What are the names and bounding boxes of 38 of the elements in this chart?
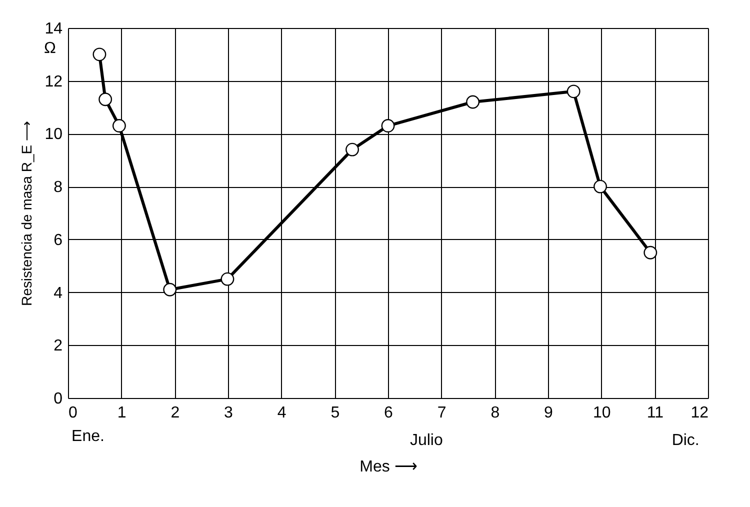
point [98, 92, 112, 106]
point [566, 84, 580, 98]
y-tick-label: 0 [54, 390, 63, 408]
x-tick-label: 10 [592, 404, 611, 422]
x-tick-label: 4 [277, 404, 286, 422]
point [381, 119, 395, 132]
x-tick-label: 5 [330, 404, 340, 422]
x-tick-label: 1 [117, 404, 126, 422]
text: Ene. [72, 428, 104, 445]
text: Julio [410, 432, 443, 449]
x-tick-label: 6 [384, 404, 394, 422]
x-tick-label: 8 [490, 404, 500, 422]
y-tick-label: 8 [54, 179, 63, 196]
y-tick-label: 4 [54, 284, 63, 302]
x-tick-label: 7 [437, 404, 446, 422]
point [346, 142, 359, 156]
point [644, 246, 658, 260]
x-tick-label: 9 [544, 404, 554, 422]
point [220, 272, 234, 286]
y-axis-title: Resistencia de masa R_E ⟶ [18, 121, 35, 306]
y-tick-label: 14 [44, 20, 63, 38]
x-tick-label: 12 [690, 404, 709, 422]
point [163, 282, 177, 296]
point [92, 48, 106, 62]
y-tick-label: 6 [54, 232, 63, 249]
x-tick-label: 0 [68, 404, 78, 422]
y-tick-label: 12 [44, 73, 63, 90]
x-tick-label: 2 [170, 404, 180, 422]
x-tick-label: 11 [646, 404, 664, 422]
y-tick-label: 2 [54, 338, 63, 355]
point [112, 119, 126, 132]
text: Dic. [672, 432, 700, 449]
point [594, 180, 607, 194]
x-axis-title: Mes ⟶ [360, 458, 418, 476]
point [466, 95, 480, 109]
text: Ω [44, 40, 56, 57]
y-tick-label: 10 [44, 126, 63, 144]
x-tick-label: 3 [224, 404, 234, 422]
